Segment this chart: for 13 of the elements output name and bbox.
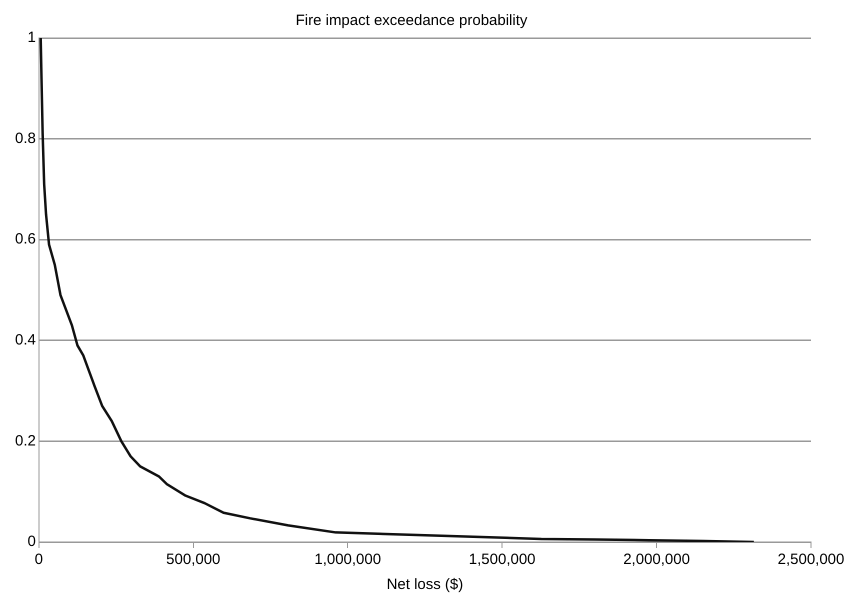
x-tick-label: 500,000 (166, 551, 220, 568)
x-tick-label: 1,000,000 (314, 551, 382, 568)
x-tick-label: 1,500,000 (468, 551, 536, 568)
x-axis-title: Net loss ($) (386, 576, 464, 594)
y-tick-label: 0.8 (14, 130, 36, 147)
y-tick-label: 0 (28, 533, 36, 550)
chart-title: Fire impact exceedance probability (296, 12, 528, 30)
y-tick-label: 0.2 (14, 432, 36, 450)
x-tick-label: 2,000,000 (623, 551, 690, 568)
y-tick-label: 1 (28, 29, 36, 46)
y-tick-label: 0.4 (14, 332, 36, 349)
x-tick-label: 2,500,000 (778, 551, 844, 568)
y-tick-label: 0.6 (14, 230, 36, 248)
